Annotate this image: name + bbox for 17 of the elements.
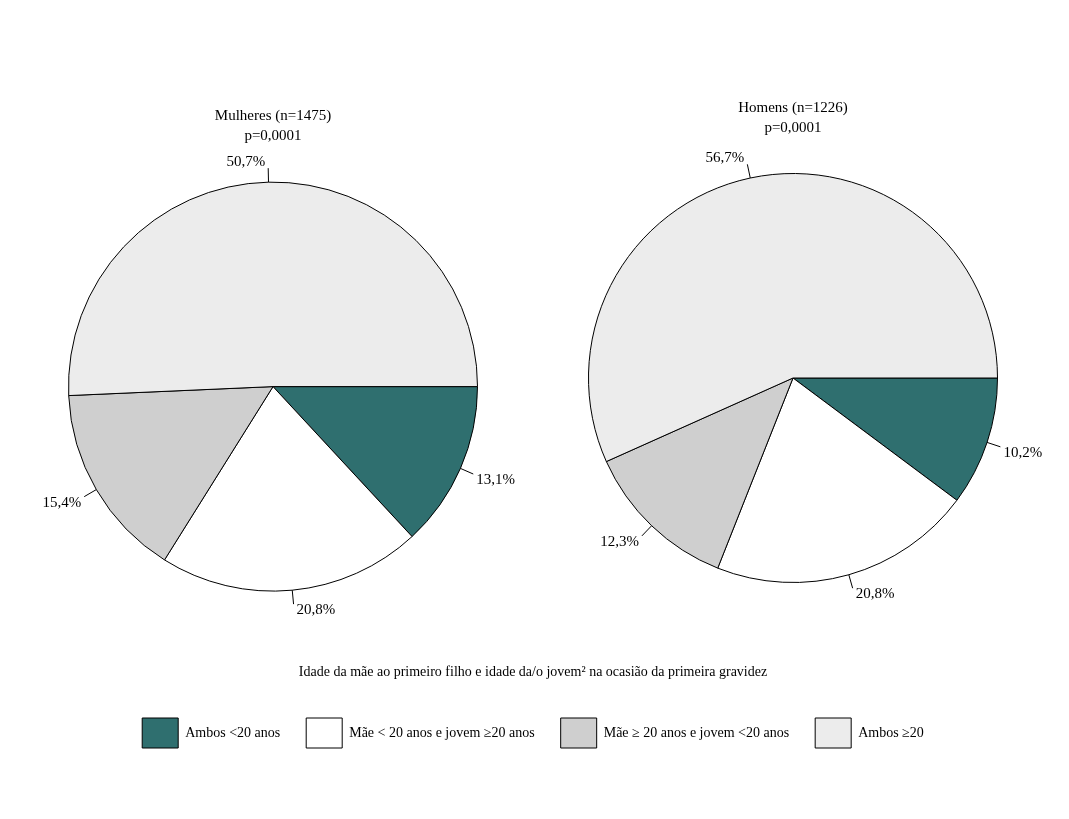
legend-title: Idade da mãe ao primeiro filho e idade da/o jovem² na ocasião da primeira gravidez [298,663,768,679]
legend-label: Mãe < 20 anos e jovem ≥20 anos [349,724,535,740]
chart-subtitle: p=0,0001 [244,127,302,144]
chart-title: Mulheres (n=1475) [214,107,332,125]
legend-label: Ambos ≥20 [858,724,924,740]
chart-subtitle: p=0,0001 [764,118,822,135]
chart-title: Homens (n=1226) [738,98,848,116]
legend-label: Ambos <20 anos [185,724,281,740]
legend-label: Mãe ≥ 20 anos e jovem <20 anos [603,724,790,740]
data-label: 50,7% [226,153,266,170]
data-label: 56,7% [705,149,745,166]
data-label: 15,4% [42,493,82,510]
data-label: 10,2% [1003,443,1043,460]
data-label: 13,1% [476,470,516,487]
data-label: 20,8% [855,585,895,602]
data-label: 12,3% [600,532,639,549]
data-label: 20,8% [296,601,336,618]
